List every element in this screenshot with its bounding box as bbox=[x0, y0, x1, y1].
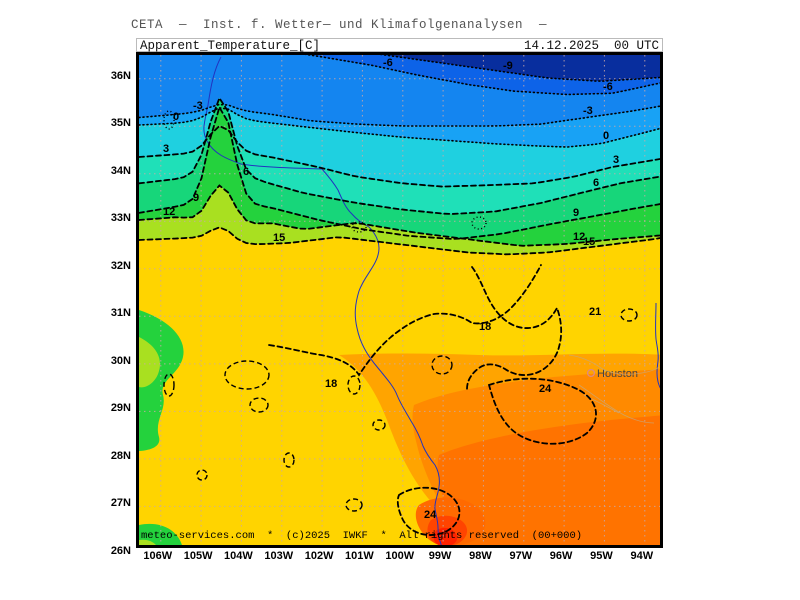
svg-text:6: 6 bbox=[593, 177, 599, 189]
svg-text:0: 0 bbox=[603, 130, 609, 142]
svg-text:21: 21 bbox=[589, 306, 601, 318]
svg-text:3: 3 bbox=[613, 154, 619, 166]
svg-text:3: 3 bbox=[163, 143, 169, 155]
svg-text:6: 6 bbox=[243, 166, 249, 178]
svg-text:18: 18 bbox=[479, 321, 491, 333]
svg-text:-3: -3 bbox=[583, 105, 593, 117]
svg-text:-6: -6 bbox=[603, 81, 613, 93]
svg-text:9: 9 bbox=[193, 192, 199, 204]
svg-text:9: 9 bbox=[573, 207, 579, 219]
svg-text:-9: -9 bbox=[503, 60, 513, 72]
svg-text:18: 18 bbox=[325, 378, 337, 390]
svg-text:24: 24 bbox=[424, 509, 437, 521]
svg-text:15: 15 bbox=[273, 232, 285, 244]
svg-text:-6: -6 bbox=[383, 57, 393, 69]
svg-text:-3: -3 bbox=[193, 100, 203, 112]
svg-text:0: 0 bbox=[173, 111, 179, 123]
svg-text:24: 24 bbox=[539, 383, 552, 395]
svg-text:12: 12 bbox=[163, 206, 175, 218]
svg-text:15: 15 bbox=[583, 236, 595, 248]
